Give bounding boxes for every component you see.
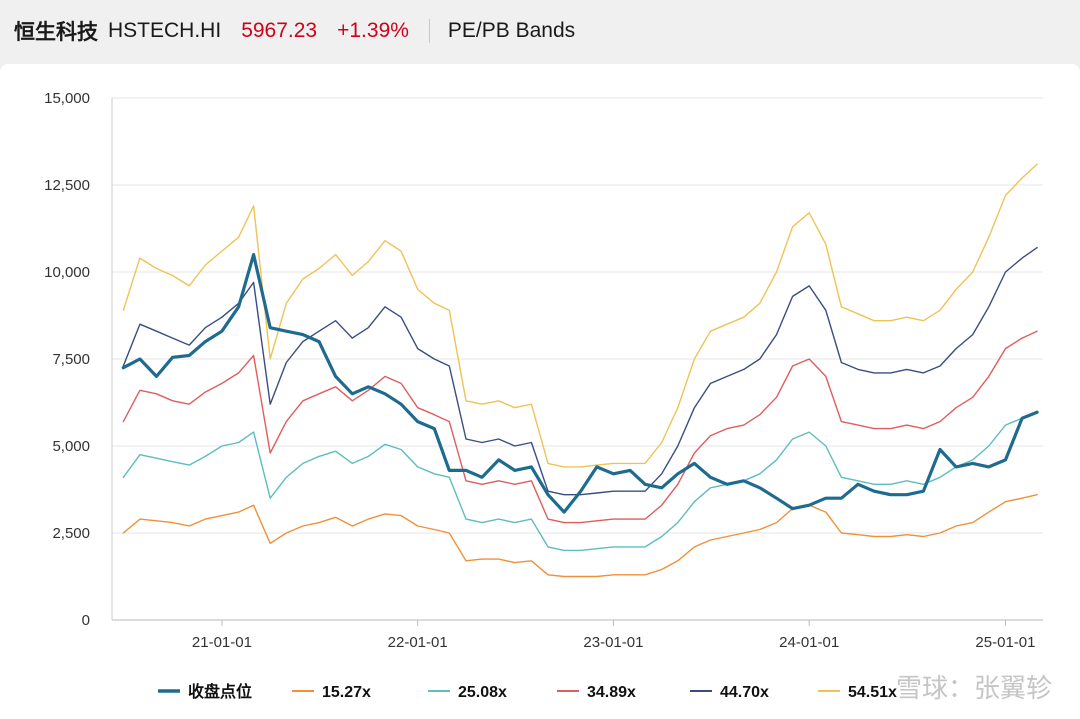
y-tick-label: 5,000 bbox=[52, 438, 90, 455]
series-line bbox=[122, 410, 1038, 552]
x-axis-ticks: 21-01-01 22-01-01 23-01-01 24-01-01 25-01-01 bbox=[192, 620, 1035, 651]
chart-panel: 0 2,500 5,000 7,500 10,000 12,500 15,000 21-01… bbox=[0, 64, 1080, 719]
series-line bbox=[122, 330, 1038, 524]
x-tick-label: 24-01-01 bbox=[779, 634, 839, 651]
pe-band-chart: 0 2,500 5,000 7,500 10,000 12,500 15,000 21-01… bbox=[44, 90, 1043, 701]
index-name: 恒生科技 bbox=[14, 20, 98, 44]
x-tick-label: 21-01-01 bbox=[192, 634, 252, 651]
series-line bbox=[122, 163, 1038, 468]
x-tick-label: 23-01-01 bbox=[583, 634, 643, 651]
y-axis-ticks: 0 2,500 5,000 7,500 10,000 12,500 15,000 bbox=[44, 90, 90, 629]
x-tick-label: 25-01-01 bbox=[975, 634, 1035, 651]
legend-item[interactable]: 15.27x bbox=[292, 684, 371, 701]
legend-label: 44.70x bbox=[720, 684, 769, 701]
legend-label: 54.51x bbox=[848, 684, 897, 701]
y-tick-label: 15,000 bbox=[44, 90, 90, 107]
stock-header: 恒生科技 HSTECH.HI 5967.23 +1.39% PE/PB Band… bbox=[0, 0, 1080, 62]
series-line bbox=[122, 494, 1038, 578]
legend-label: 15.27x bbox=[322, 684, 371, 701]
chart-legend[interactable]: 收盘点位 15.27x 25.08x 34.89x 44.70x 54.51x bbox=[158, 682, 897, 701]
legend-label: 25.08x bbox=[458, 684, 507, 701]
y-tick-label: 10,000 bbox=[44, 264, 90, 281]
index-ticker: HSTECH.HI bbox=[108, 19, 222, 42]
legend-item[interactable]: 收盘点位 bbox=[158, 682, 252, 701]
legend-item[interactable]: 25.08x bbox=[428, 684, 507, 701]
x-tick-label: 22-01-01 bbox=[388, 634, 448, 651]
legend-item[interactable]: 44.70x bbox=[690, 684, 769, 701]
y-tick-label: 7,500 bbox=[52, 351, 90, 368]
legend-item[interactable]: 34.89x bbox=[557, 684, 636, 701]
series-lines bbox=[121, 163, 1039, 578]
legend-label: 34.89x bbox=[587, 684, 636, 701]
header-divider bbox=[428, 19, 430, 43]
index-change: +1.39% bbox=[337, 19, 409, 42]
chart-title: PE/PB Bands bbox=[447, 19, 576, 42]
index-price: 5967.23 bbox=[241, 19, 318, 42]
series-line bbox=[122, 246, 1038, 496]
watermark-text: 雪球：张翼轸 bbox=[895, 674, 1052, 704]
series-line bbox=[121, 253, 1039, 514]
y-tick-label: 2,500 bbox=[52, 525, 90, 542]
legend-item[interactable]: 54.51x bbox=[818, 684, 897, 701]
y-tick-label: 12,500 bbox=[44, 177, 90, 194]
legend-label: 收盘点位 bbox=[188, 682, 252, 701]
y-tick-label: 0 bbox=[82, 612, 90, 629]
grid-lines bbox=[111, 97, 1043, 621]
